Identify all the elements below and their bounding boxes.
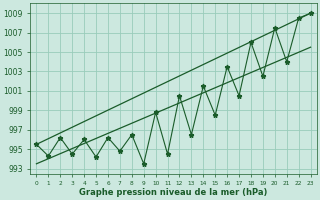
X-axis label: Graphe pression niveau de la mer (hPa): Graphe pression niveau de la mer (hPa) xyxy=(79,188,268,197)
